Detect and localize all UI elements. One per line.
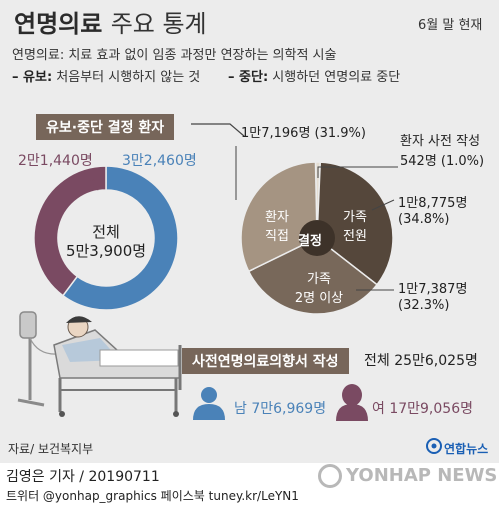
donut-slice-0 [61, 165, 179, 311]
yonhap-watermark: YONHAP NEWS [318, 464, 497, 488]
male-person-icon [193, 387, 225, 420]
title-main: 연명의료 [14, 10, 103, 38]
social-links: 트위터 @yonhap_graphics 페이스북 tuney.kr/LeYN1 [6, 489, 299, 503]
patient-bed-illustration [17, 311, 182, 417]
definition-line: 연명의료: 치료 효과 없이 임종 과정만 연장하는 의학적 시술 [12, 48, 337, 63]
pie-slice-1 [316, 161, 394, 286]
pie-center-label: 결정 [298, 234, 322, 249]
slice-label-patient-direct: 환자 직접 [265, 210, 289, 244]
pie-label-patient-direct: 1만7,196명 (31.9%) [241, 126, 366, 141]
pie-center-disc [299, 220, 335, 256]
pie-label-family-two-pct: (32.3%) [398, 298, 450, 313]
pie-label-family-all-value: 1만8,775명 [398, 196, 468, 211]
date-note: 6월 말 현재 [418, 18, 483, 33]
charts-svg [17, 123, 442, 454]
donut-female-value: 2만1,440명 [18, 153, 93, 169]
writers-female: 여 17만9,056명 [372, 401, 473, 417]
donut-slice-1 [33, 165, 107, 297]
definition-yubo: – 유보: 처음부터 시행하지 않는 것 [12, 70, 201, 85]
writers-male: 남 7만6,969명 [234, 401, 327, 417]
banner-connector [191, 123, 245, 137]
donut-center-title: 전체 [92, 223, 120, 241]
pie-slice-3 [240, 161, 318, 273]
title-sub: 주요 통계 [110, 10, 207, 38]
pie-label-family-all-pct: (34.8%) [398, 212, 450, 227]
donut-center-total: 5만3,900명 [65, 242, 147, 260]
byline: 김영은 기자 / 20190711 [6, 469, 160, 485]
section-banner-decision: 유보·중단 결정 환자 [36, 114, 175, 140]
pie-label-patient-pre-title: 환자 사전 작성 [400, 134, 481, 149]
writers-total: 전체 25만6,025명 [364, 353, 478, 369]
page-title: 연명의료 주요 통계 [14, 4, 207, 39]
slice-label-family-two: 가족 2명 이상 [294, 272, 344, 306]
pie-label-patient-pre-value: 542명 (1.0%) [400, 154, 485, 169]
pie-label-family-two-value: 1만7,387명 [398, 282, 468, 297]
leader-family-all [371, 199, 395, 211]
definition-jungdan: – 중단: 시행하던 연명의료 중단 [228, 70, 401, 85]
yonhap-small-logo-text: 연합뉴스 [444, 442, 489, 456]
donut-male-name: 남 [120, 178, 132, 193]
donut-male-value: 3만2,460명 [122, 153, 197, 169]
source-note: 자료/ 보건복지부 [8, 442, 94, 456]
pie-slice-2 [247, 237, 379, 315]
slice-label-family-all: 가족 전원 [343, 210, 367, 244]
decision-pie [240, 161, 394, 315]
yonhap-small-logo-icon [426, 438, 442, 454]
gender-donut [33, 165, 179, 311]
female-person-icon [336, 384, 368, 421]
donut-female-name: 여 [88, 178, 100, 193]
yonhap-watermark-icon [318, 464, 342, 488]
leader-patient-pre [317, 166, 398, 178]
section-banner-writers: 사전연명의료의향서 작성 [182, 348, 349, 374]
